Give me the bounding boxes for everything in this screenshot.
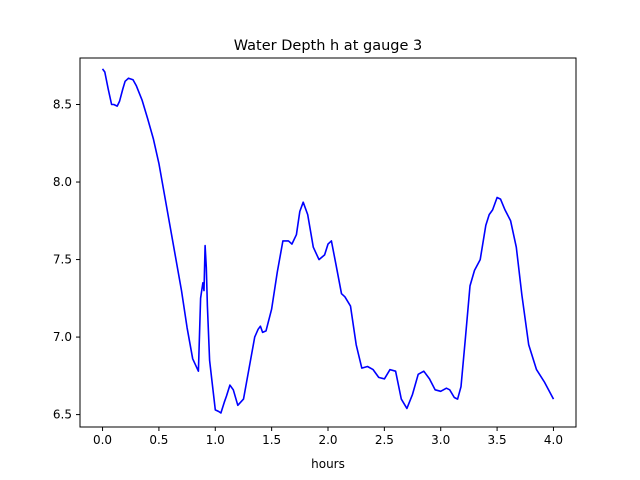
y-tick-label: 7.5 — [53, 253, 72, 267]
x-tick-label: 2.0 — [318, 433, 337, 447]
chart-title: Water Depth h at gauge 3 — [234, 38, 422, 54]
x-tick-label: 0.5 — [149, 433, 168, 447]
x-tick-label: 1.0 — [206, 433, 225, 447]
y-tick-label: 8.0 — [53, 175, 72, 189]
plot-frame — [79, 57, 577, 428]
plot-area — [101, 68, 555, 414]
x-tick-label: 3.5 — [488, 433, 507, 447]
x-tick-label: 0.0 — [93, 433, 112, 447]
axis-ticks: 0.0 0.5 1.0 1.5 2.0 2.5 3.0 3.5 4.0 6.5 7.0 7.5 8.0 8… — [53, 98, 563, 447]
y-tick-label: 8.5 — [53, 98, 72, 112]
x-tick-label: 2.5 — [375, 433, 394, 447]
x-tick-label: 4.0 — [544, 433, 563, 447]
y-tick-label: 7.0 — [53, 330, 72, 344]
y-tick-label: 6.5 — [53, 408, 72, 422]
series-line-0 — [101, 68, 555, 414]
x-tick-label: 1.5 — [262, 433, 281, 447]
x-axis-label: hours — [311, 457, 345, 471]
x-tick-label: 3.0 — [431, 433, 450, 447]
